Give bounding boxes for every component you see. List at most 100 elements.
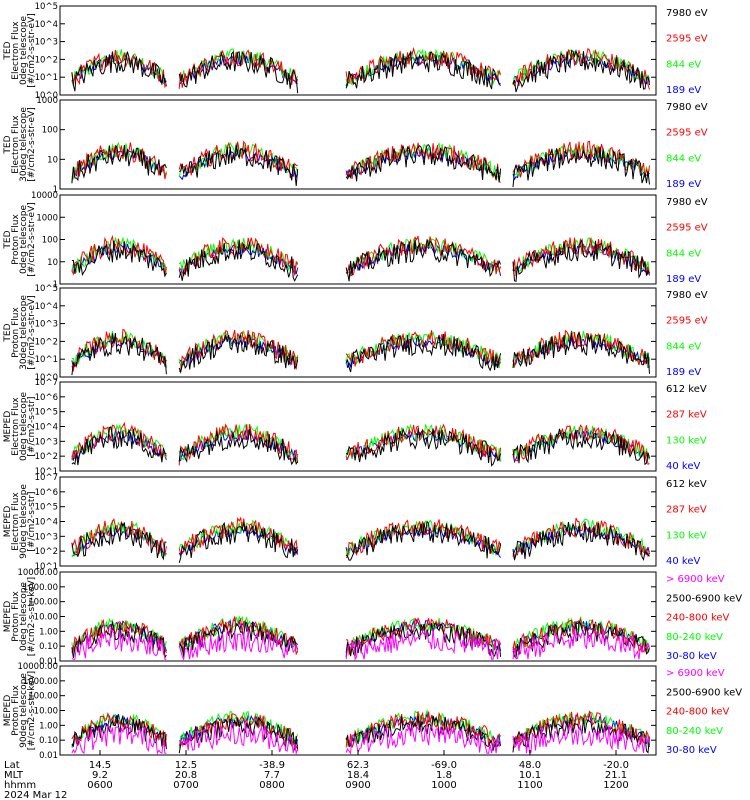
legend-entry: > 6900 keV <box>666 574 725 585</box>
panel-5: 10^1 10^2 10^3 10^4 10^5 10^6 10^7 MEPEDElectro… <box>3 378 707 477</box>
x-tick-label-hhmm: 0700 <box>173 780 198 791</box>
y-axis-label: [#/cm2-s-str-keV] <box>27 671 37 750</box>
series-line <box>345 711 502 748</box>
x-row-label-mlt: MLT <box>4 770 24 781</box>
series-line <box>178 239 299 282</box>
series-line <box>512 48 650 93</box>
panel-6: 10^1 10^2 10^3 10^4 10^5 10^6 10^7 MEPEDElectro… <box>3 473 707 572</box>
series-line <box>345 723 502 755</box>
x-tick-label-hhmm: 1200 <box>603 780 628 791</box>
y-axis-label: [#/cm2-s-str] <box>27 396 37 456</box>
legend-entry: 7980 eV <box>666 197 708 208</box>
x-tick-label-hhmm: 0900 <box>345 780 370 791</box>
x-tick-label-lat: -38.9 <box>259 760 285 771</box>
y-tick-label: 10^7 <box>35 473 58 483</box>
y-axis-label: [#/cm2-s-str-keV] <box>27 577 37 656</box>
series-line <box>345 236 501 276</box>
legend-entry: 189 eV <box>666 274 701 285</box>
y-tick-label: 10^4 <box>35 20 58 30</box>
y-tick-label: 100.00 <box>28 598 58 608</box>
legend-entry: 844 eV <box>666 59 701 70</box>
x-tick-label-mlt: 20.8 <box>175 770 197 781</box>
y-tick-label: 10^2 <box>35 55 58 65</box>
y-axis-label: 90deg telescope <box>19 673 29 748</box>
legend-entry: 2595 eV <box>666 34 708 45</box>
legend-entry: 189 eV <box>666 367 701 378</box>
legend-entry: 2595 eV <box>666 128 708 139</box>
y-axis-label: TED <box>3 135 13 154</box>
y-tick-label: 10 <box>47 155 58 165</box>
series-line <box>178 716 299 754</box>
y-tick-label: 1 <box>53 185 58 195</box>
y-axis-label: 0deg telescope <box>19 392 29 462</box>
series-line <box>345 520 502 561</box>
series-line <box>512 619 650 660</box>
panel-frame <box>59 287 657 378</box>
series-line <box>71 49 167 89</box>
series-line <box>71 522 167 561</box>
y-tick-label: 10^1 <box>35 562 58 572</box>
series-line <box>71 144 167 184</box>
series-line <box>71 626 167 660</box>
x-tick-label-lat: -20.0 <box>603 760 629 771</box>
y-axis-label: MEPED <box>3 695 13 727</box>
y-tick-label: 100 <box>42 126 58 136</box>
y-tick-label: 10^0 <box>35 373 58 383</box>
traces <box>71 140 650 188</box>
y-axis-label: TED <box>3 323 13 342</box>
y-axis-label: 0deg telescope <box>19 582 29 652</box>
y-tick-label: 10000.00 <box>17 568 58 578</box>
y-tick-label: 10^5 <box>35 408 58 418</box>
y-tick-label: 10^3 <box>35 437 58 447</box>
series-line <box>512 238 650 282</box>
y-tick-label: 10^2 <box>35 452 58 462</box>
y-tick-label: 1000 <box>36 96 58 106</box>
series-line <box>512 628 650 660</box>
y-axis-label: [#/cm2-s-str-eV] <box>27 202 37 277</box>
y-axis-label: Electron Flux <box>11 115 21 174</box>
traces <box>71 516 650 564</box>
y-axis-label: Proton Flux <box>11 214 21 265</box>
series-line <box>178 423 299 462</box>
legend-entry: 189 eV <box>666 179 701 190</box>
legend-entry: 844 eV <box>666 153 701 164</box>
y-axis-label: MEPED <box>3 506 13 538</box>
series-line <box>512 424 650 466</box>
series-line <box>71 240 167 278</box>
series-line <box>345 333 502 373</box>
series-line <box>178 141 299 178</box>
legend-entry: > 6900 keV <box>666 668 725 679</box>
y-axis-label: 90deg telescope <box>19 484 29 559</box>
x-tick-label-lat: 12.5 <box>175 760 197 771</box>
series-line <box>512 616 650 655</box>
panel-7: 0.01 0.10 1.00 10.00 100.00 1000.00 10000.00 ME… <box>3 568 742 667</box>
panel-frame <box>59 476 657 567</box>
y-tick-label: 10^3 <box>35 532 58 542</box>
y-tick-label: 10 <box>47 258 58 268</box>
x-row-label-lat: Lat <box>4 760 20 771</box>
y-tick-label: 1000.00 <box>23 677 58 687</box>
y-tick-label: 1 <box>53 280 58 290</box>
legend-entry: 287 keV <box>666 505 707 516</box>
y-tick-label: 10^7 <box>35 378 58 388</box>
panel-frame <box>59 99 657 190</box>
y-axis-label: Proton Flux <box>11 591 21 642</box>
series-line <box>178 516 299 555</box>
y-axis-label: 30deg telescope <box>19 107 29 182</box>
legend-entry: 40 keV <box>666 461 700 472</box>
series-line <box>178 333 299 374</box>
series-line <box>512 237 650 277</box>
y-tick-label: 10^0 <box>35 91 58 101</box>
y-tick-label: 10.00 <box>34 613 58 623</box>
y-axis-label: TED <box>3 230 13 249</box>
legend-entry: 240-800 keV <box>666 613 730 624</box>
legend-entry: 2595 eV <box>666 316 708 327</box>
y-tick-label: 10^2 <box>35 547 58 557</box>
series-line <box>345 144 502 183</box>
series-line <box>178 423 299 466</box>
legend-entry: 844 eV <box>666 248 701 259</box>
